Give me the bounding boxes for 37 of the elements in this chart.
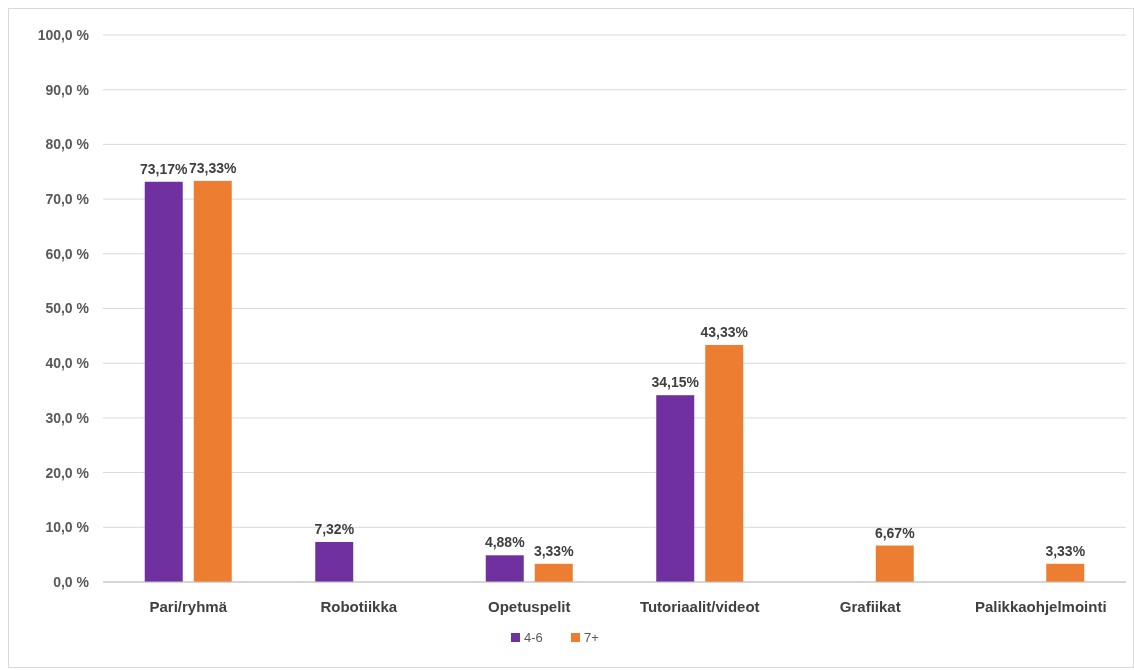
bar — [534, 563, 573, 582]
bar — [656, 395, 695, 582]
x-tick-label: Opetuspelit — [487, 598, 571, 615]
data-label: 34,15% — [651, 374, 700, 391]
y-tick-label: 10,0 % — [45, 519, 90, 536]
x-tick-label: Tutoriaalit/videot — [639, 598, 760, 615]
y-tick-label: 60,0 % — [45, 245, 90, 262]
x-tick-label: Palikkaohjelmointi — [974, 598, 1107, 615]
bar — [193, 180, 232, 582]
y-tick-label: 70,0 % — [45, 191, 90, 207]
data-label: 3,33% — [1045, 542, 1086, 559]
y-tick-label: 30,0 % — [45, 409, 90, 426]
bar — [315, 541, 354, 582]
y-tick-label: 80,0 % — [45, 136, 90, 153]
y-tick-label: 100,0 % — [37, 26, 90, 43]
bar — [875, 545, 914, 582]
data-label: 3,33% — [533, 542, 575, 559]
x-tick-label: Grafiikat — [839, 598, 901, 615]
bar — [144, 181, 183, 582]
data-label: 73,33% — [189, 159, 238, 176]
bar — [1046, 563, 1085, 582]
y-tick-label: 50,0 % — [45, 300, 90, 317]
x-tick-label: Pari/ryhmä — [149, 598, 228, 615]
y-tick-label: 90,0 % — [45, 81, 90, 98]
data-label: 73,17% — [140, 160, 189, 177]
y-tick-label: 20,0 % — [45, 464, 90, 481]
y-tick-label: 40,0 % — [45, 355, 90, 372]
bar — [485, 555, 524, 582]
data-label: 43,33% — [700, 323, 749, 340]
data-label: 6,67% — [874, 524, 916, 541]
legend-label: 7+ — [584, 629, 599, 645]
bar — [705, 344, 744, 582]
y-tick-label: 0,0 % — [53, 573, 90, 590]
x-tick-label: Robotiikka — [320, 598, 398, 615]
data-label: 7,32% — [314, 520, 355, 537]
legend-label: 4-6 — [524, 629, 543, 645]
data-label: 4,88% — [484, 534, 526, 551]
